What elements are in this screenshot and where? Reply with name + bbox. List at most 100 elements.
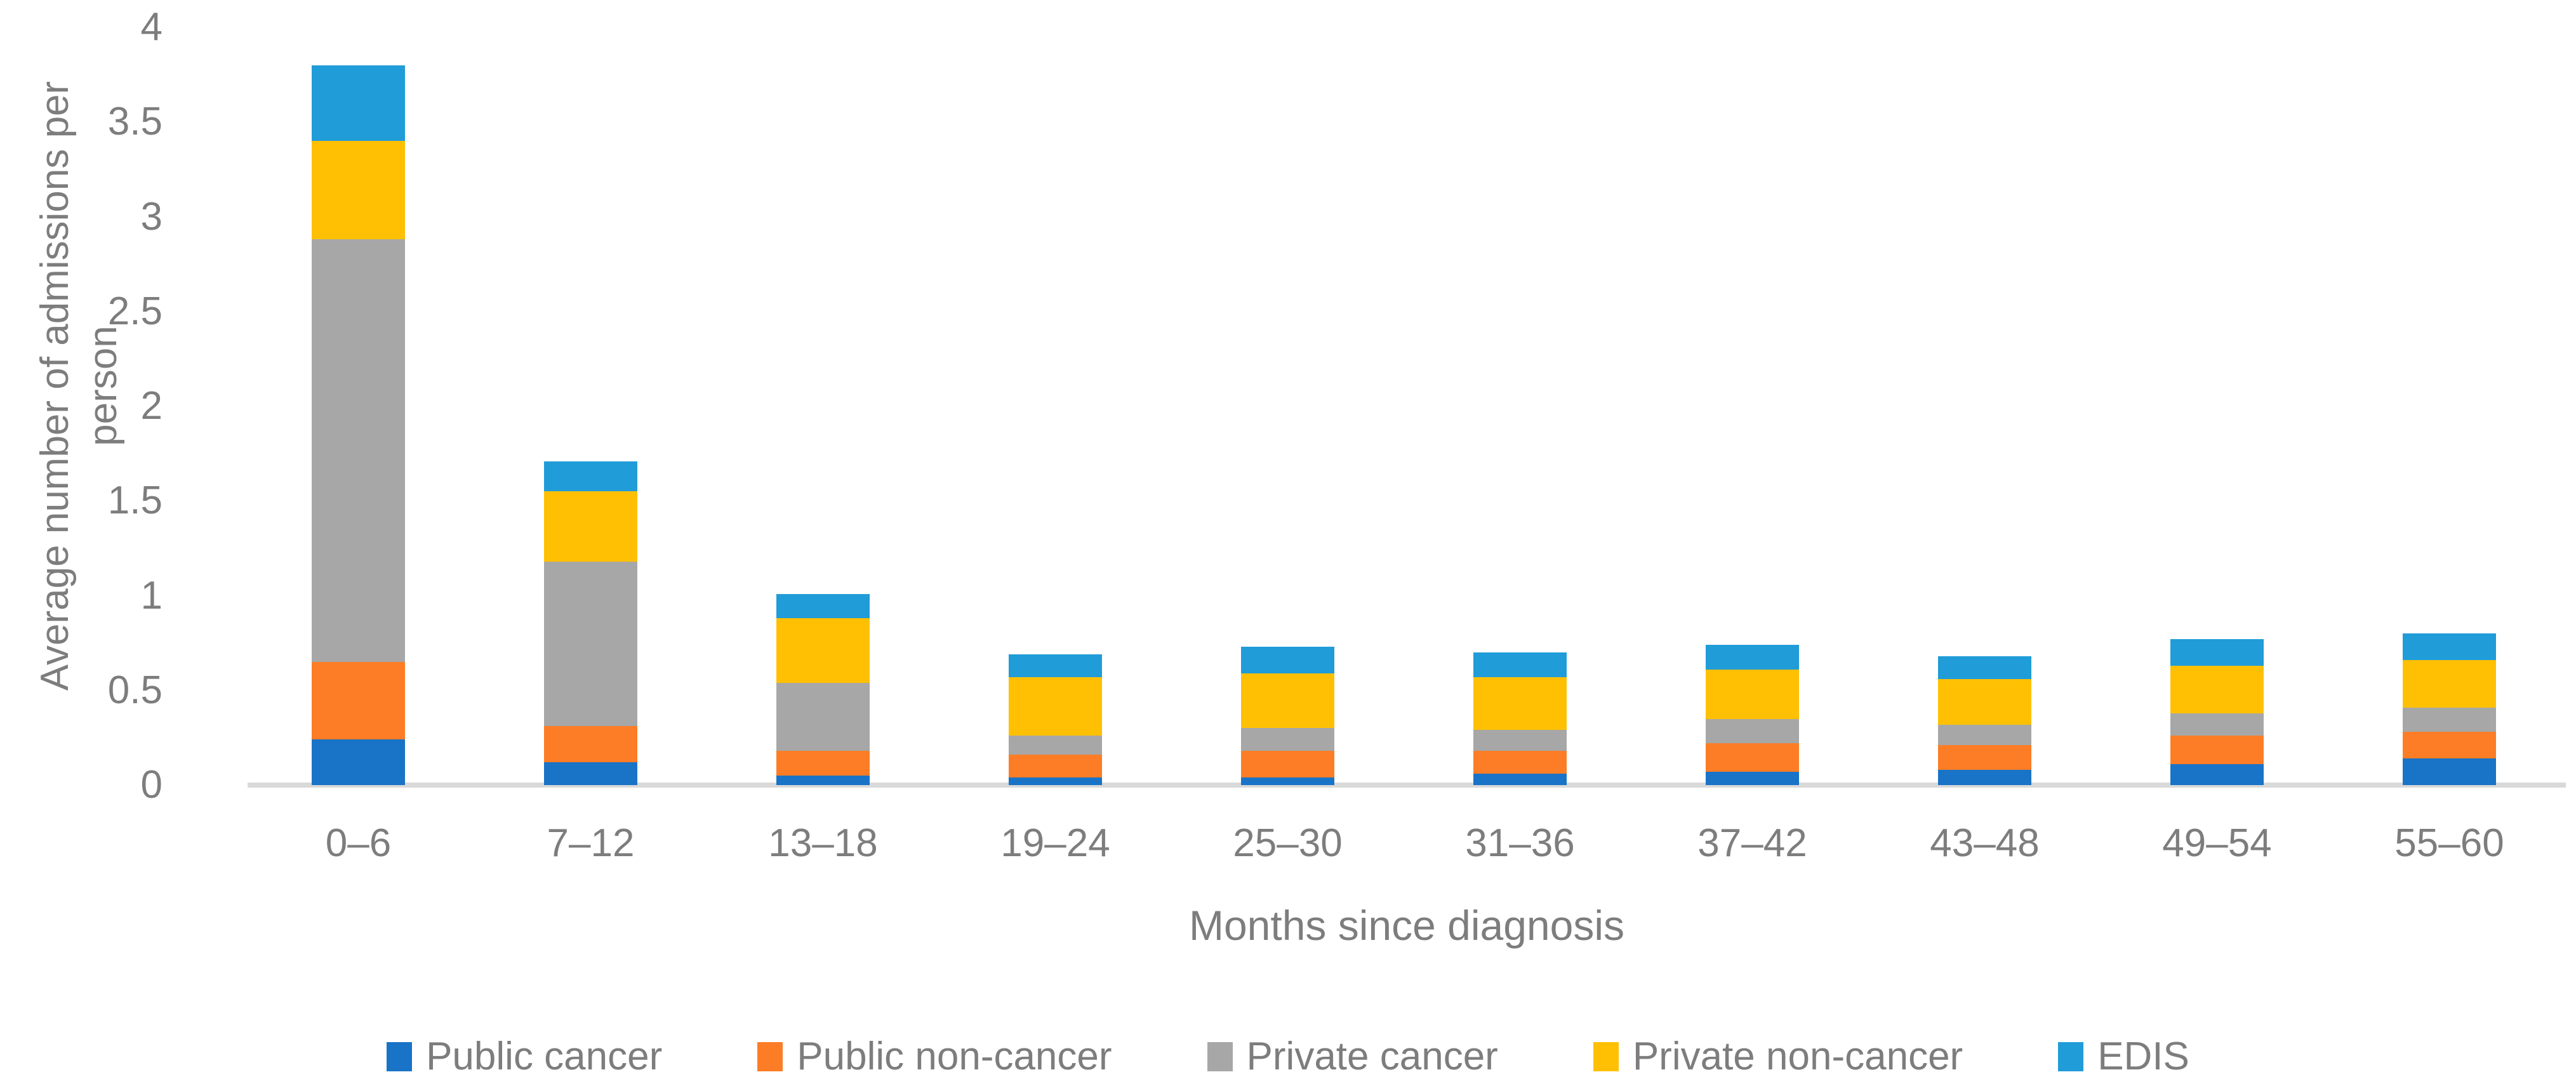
bar-segment-private-non-cancer-25-30 <box>1241 673 1334 729</box>
bar-segment-edis-49-54 <box>2170 639 2264 666</box>
chart-legend: Public cancer Public non-cancer Private ca… <box>0 1037 2576 1076</box>
bar-segment-public-cancer-31-36 <box>1473 774 1567 785</box>
y-tick-label-2.5: 2.5 <box>107 289 163 333</box>
bar-segment-private-cancer-25-30 <box>1241 728 1334 751</box>
x-category-label-13-18: 13–18 <box>768 821 878 865</box>
legend-item-private-cancer: Private cancer <box>1207 1037 1498 1076</box>
bar-segment-edis-19-24 <box>1009 654 1102 677</box>
legend-swatch-public-cancer <box>387 1042 413 1071</box>
bar-segment-private-non-cancer-43-48 <box>1938 678 2031 725</box>
bar-segment-edis-37-42 <box>1706 645 1799 670</box>
y-tick-label-1: 1 <box>140 573 163 618</box>
bar-segment-private-non-cancer-37-42 <box>1706 669 1799 719</box>
bar-segment-public-non-cancer-49-54 <box>2170 736 2264 765</box>
legend-swatch-private-non-cancer <box>1593 1042 1619 1071</box>
y-tick-label-3.5: 3.5 <box>107 100 163 144</box>
bar-segment-private-non-cancer-19-24 <box>1009 677 1102 736</box>
y-axis-title-line2: person <box>81 326 125 446</box>
bar-segment-private-cancer-37-42 <box>1706 718 1799 744</box>
legend-label-public-cancer: Public cancer <box>426 1035 663 1078</box>
bar-segment-edis-7-12 <box>544 461 637 492</box>
bar-segment-edis-13-18 <box>776 593 870 619</box>
bar-segment-private-cancer-13-18 <box>776 682 870 751</box>
bar-segment-private-cancer-43-48 <box>1938 724 2031 746</box>
bar-column-31-36 <box>1473 652 1567 785</box>
y-tick-label-1.5: 1.5 <box>107 479 163 523</box>
x-category-label-37-42: 37–42 <box>1697 821 1807 865</box>
legend-item-public-non-cancer: Public non-cancer <box>757 1037 1112 1076</box>
legend-swatch-public-non-cancer <box>757 1042 783 1071</box>
bar-column-13-18 <box>776 593 870 785</box>
x-category-label-0-6: 0–6 <box>325 821 392 865</box>
y-tick-label-4: 4 <box>140 5 163 49</box>
bar-segment-private-cancer-0-6 <box>312 239 405 662</box>
bar-segment-private-cancer-55-60 <box>2403 707 2496 732</box>
bar-segment-private-cancer-7-12 <box>544 561 637 727</box>
bar-segment-public-non-cancer-43-48 <box>1938 745 2031 770</box>
bar-segment-public-non-cancer-13-18 <box>776 751 870 776</box>
x-category-label-31-36: 31–36 <box>1465 821 1575 865</box>
legend-swatch-edis <box>2058 1042 2084 1071</box>
bar-segment-edis-31-36 <box>1473 652 1567 677</box>
bar-segment-private-non-cancer-7-12 <box>544 491 637 562</box>
y-tick-label-3: 3 <box>140 194 163 239</box>
bar-column-49-54 <box>2170 639 2264 785</box>
bar-segment-private-non-cancer-0-6 <box>312 141 405 240</box>
bar-column-55-60 <box>2403 633 2496 785</box>
bar-segment-public-non-cancer-37-42 <box>1706 743 1799 772</box>
bar-segment-public-non-cancer-31-36 <box>1473 751 1567 774</box>
bar-segment-edis-55-60 <box>2403 633 2496 661</box>
legend-swatch-private-cancer <box>1207 1042 1233 1071</box>
bar-segment-private-cancer-19-24 <box>1009 736 1102 755</box>
bar-segment-public-cancer-43-48 <box>1938 770 2031 785</box>
bar-segment-private-cancer-49-54 <box>2170 713 2264 736</box>
x-category-label-43-48: 43–48 <box>1930 821 2040 865</box>
bar-segment-public-cancer-0-6 <box>312 739 405 785</box>
bar-segment-private-cancer-31-36 <box>1473 730 1567 751</box>
legend-label-edis: EDIS <box>2097 1035 2189 1078</box>
bar-segment-public-cancer-25-30 <box>1241 777 1334 785</box>
bar-segment-public-non-cancer-19-24 <box>1009 755 1102 778</box>
x-axis-title: Months since diagnosis <box>1188 902 1625 949</box>
y-tick-label-2: 2 <box>140 384 163 428</box>
bar-segment-public-non-cancer-7-12 <box>544 726 637 763</box>
bar-segment-public-cancer-55-60 <box>2403 758 2496 785</box>
bar-segment-private-non-cancer-13-18 <box>776 618 870 683</box>
y-tick-label-0: 0 <box>140 763 163 807</box>
legend-item-edis: EDIS <box>2058 1037 2189 1076</box>
bar-segment-public-non-cancer-0-6 <box>312 662 405 740</box>
bar-segment-private-non-cancer-55-60 <box>2403 660 2496 708</box>
bar-column-37-42 <box>1706 645 1799 785</box>
bar-column-7-12 <box>544 461 637 785</box>
bar-segment-public-cancer-37-42 <box>1706 772 1799 785</box>
legend-label-private-cancer: Private cancer <box>1246 1035 1498 1078</box>
bar-segment-public-non-cancer-25-30 <box>1241 751 1334 778</box>
bar-column-43-48 <box>1938 656 2031 785</box>
bar-segment-edis-43-48 <box>1938 656 2031 679</box>
bar-segment-edis-25-30 <box>1241 647 1334 673</box>
x-axis-title-wrap: Months since diagnosis <box>248 904 2566 946</box>
legend-label-public-non-cancer: Public non-cancer <box>797 1035 1112 1078</box>
x-category-label-49-54: 49–54 <box>2162 821 2272 865</box>
x-category-label-7-12: 7–12 <box>547 821 635 865</box>
bar-column-25-30 <box>1241 647 1334 785</box>
bar-segment-private-non-cancer-31-36 <box>1473 677 1567 731</box>
x-category-label-25-30: 25–30 <box>1233 821 1343 865</box>
x-axis-line <box>248 783 2566 788</box>
bar-segment-edis-0-6 <box>312 65 405 142</box>
x-category-label-19-24: 19–24 <box>1000 821 1110 865</box>
bar-column-0-6 <box>312 65 405 785</box>
legend-item-public-cancer: Public cancer <box>387 1037 662 1076</box>
bar-segment-public-cancer-49-54 <box>2170 764 2264 785</box>
legend-label-private-non-cancer: Private non-cancer <box>1632 1035 1963 1078</box>
bar-segment-public-cancer-13-18 <box>776 776 870 785</box>
x-category-label-55-60: 55–60 <box>2394 821 2504 865</box>
y-tick-label-0.5: 0.5 <box>107 668 163 712</box>
bar-column-19-24 <box>1009 654 1102 785</box>
bar-segment-private-non-cancer-49-54 <box>2170 665 2264 713</box>
legend-item-private-non-cancer: Private non-cancer <box>1593 1037 1963 1076</box>
bar-segment-public-cancer-7-12 <box>544 762 637 785</box>
bar-segment-public-non-cancer-55-60 <box>2403 732 2496 759</box>
bar-segment-public-cancer-19-24 <box>1009 777 1102 785</box>
